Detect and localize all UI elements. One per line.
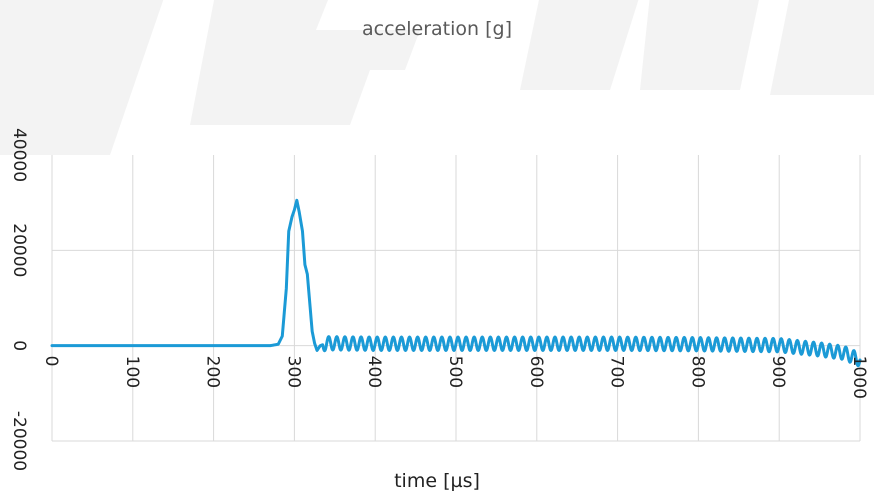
x-tick-label: 1000 (849, 356, 869, 399)
y-tick-label: 0 (9, 340, 29, 351)
x-tick-label: 700 (607, 356, 627, 388)
x-tick-label: 500 (445, 356, 465, 388)
x-tick-label: 800 (687, 356, 707, 388)
x-axis-title: time [µs] (394, 470, 480, 492)
x-tick-label: 600 (526, 356, 546, 388)
chart-title: acceleration [g] (362, 18, 512, 40)
y-tick-label: 20000 (9, 223, 29, 277)
x-tick-label: 200 (203, 356, 223, 388)
grid (51, 155, 861, 442)
y-tick-label: 40000 (9, 128, 29, 182)
x-tick-label: 400 (364, 356, 384, 388)
x-tick-label: 0 (41, 356, 61, 367)
x-tick-label: 900 (768, 356, 788, 388)
data-series (50, 198, 862, 368)
tick-labels: 0 100 200 300 400 500 600 700 800 900 1000 -20000 0 2… (9, 128, 869, 471)
y-tick-label: -20000 (9, 411, 29, 471)
x-tick-label: 100 (122, 356, 142, 388)
x-tick-label: 300 (283, 356, 303, 388)
acceleration-series-line (50, 198, 862, 368)
